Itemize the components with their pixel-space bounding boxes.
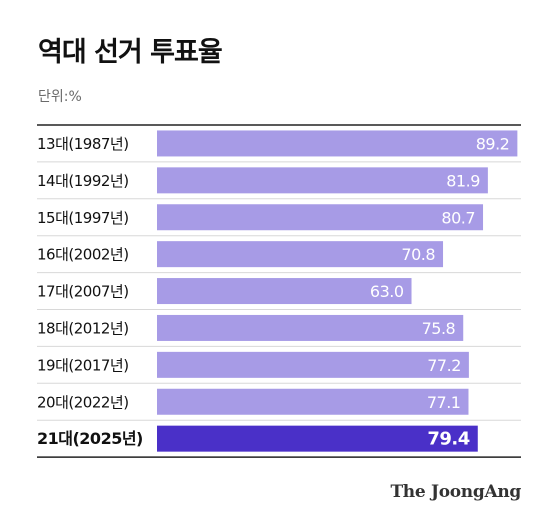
category-label: 18대(2012년) — [37, 319, 129, 337]
bar — [157, 167, 488, 194]
category-label: 16대(2002년) — [37, 246, 129, 264]
bar — [157, 388, 469, 415]
bar — [157, 278, 412, 305]
category-label: 19대(2017년) — [37, 356, 129, 374]
value-label: 75.8 — [422, 319, 456, 338]
category-label: 13대(1987년) — [37, 135, 129, 153]
value-label: 77.2 — [427, 356, 461, 375]
source-logo: The JoongAng — [390, 482, 521, 502]
value-label: 77.1 — [427, 393, 461, 412]
chart-title: 역대 선거 투표율 — [38, 37, 223, 68]
value-label: 63.0 — [370, 282, 404, 301]
bar — [157, 130, 518, 157]
category-label: 17대(2007년) — [37, 283, 129, 301]
bar — [157, 351, 469, 378]
category-label: 21대(2025년) — [37, 429, 143, 448]
bar — [157, 314, 464, 341]
value-label: 81.9 — [446, 171, 480, 190]
value-label: 70.8 — [401, 245, 435, 264]
category-label: 20대(2022년) — [37, 393, 129, 411]
category-label: 15대(1997년) — [37, 209, 129, 227]
value-label: 80.7 — [441, 208, 475, 227]
value-label: 89.2 — [476, 134, 510, 153]
category-label: 14대(1992년) — [37, 172, 129, 190]
value-label: 79.4 — [427, 429, 469, 450]
bar — [157, 425, 478, 452]
unit-label: 단위:% — [38, 89, 82, 105]
bar — [157, 204, 484, 231]
bar — [157, 241, 444, 268]
